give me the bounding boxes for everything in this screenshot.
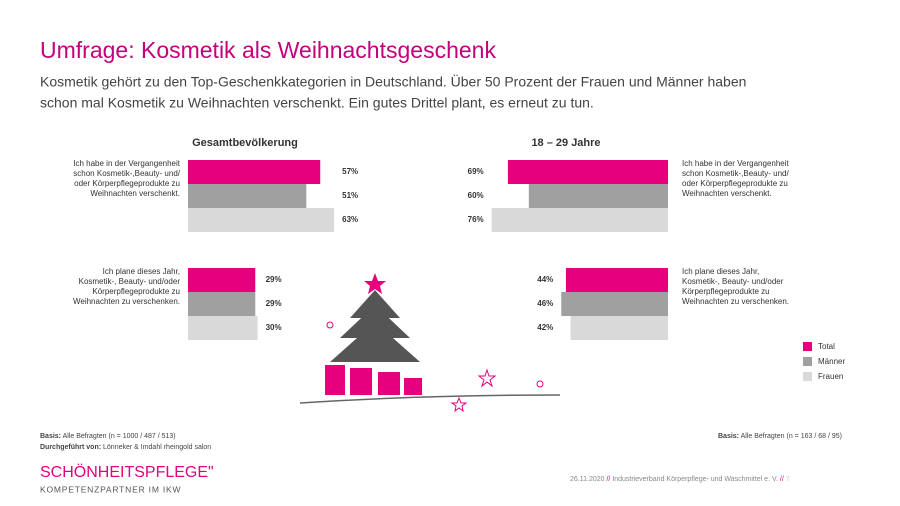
conducted-text: Lönneker & Imdahl rheingold salon [103, 444, 211, 451]
bar [491, 208, 668, 232]
value-label: 44% [537, 275, 553, 284]
basis-right: Basis: Alle Befragten (n = 163 / 68 / 95… [718, 433, 842, 440]
category-label: Ich habe in der Vergangenheit [73, 159, 181, 168]
basis-label: Basis: [40, 433, 61, 440]
chart-title: Gesamtbevölkerung [192, 137, 298, 149]
logo-sub: KOMPETENZPARTNER IM IKW [40, 484, 181, 494]
bar [188, 292, 256, 316]
value-label: 63% [342, 215, 358, 224]
legend-swatch [803, 372, 812, 381]
basis-text: Alle Befragten (n = 163 / 68 / 95) [741, 433, 842, 440]
value-label: 42% [537, 323, 553, 332]
legend-label: Total [818, 342, 835, 351]
bar [561, 292, 668, 316]
value-label: 60% [468, 191, 484, 200]
conducted: Durchgeführt von: Lönneker & Imdahl rhei… [40, 444, 211, 451]
category-label: Weihnachten zu verschenken. [73, 297, 180, 306]
bar [570, 316, 668, 340]
value-label: 29% [266, 275, 282, 284]
category-label: Körperpflegeprodukte zu [92, 287, 180, 296]
bar [188, 208, 335, 232]
page-number: 7 [786, 476, 790, 483]
basis-text: Alle Befragten (n = 1000 / 487 / 513) [63, 433, 176, 440]
footer-line: 26.11.2020 // Industrieverband Körperpfl… [570, 476, 790, 483]
basis-label: Basis: [718, 433, 739, 440]
tree-decoration [299, 273, 561, 413]
value-label: 57% [342, 167, 358, 176]
category-label: Weihnachten zu verschenken. [682, 297, 789, 306]
bar [528, 184, 668, 208]
category-label: Körperpflegeprodukte zu [682, 287, 770, 296]
logo: SCHÖNHEITSPFLEGE" [40, 463, 214, 481]
bar [188, 160, 321, 184]
category-label: schon Kosmetik-,Beauty- und/ [73, 169, 180, 178]
category-label: Weihnachten verschenkt. [682, 189, 772, 198]
date: 26.11.2020 [570, 476, 605, 483]
bar [188, 268, 256, 292]
chart-title: 18 – 29 Jahre [531, 137, 600, 149]
subtitle-line: Kosmetik gehört zu den Top-Geschenkkateg… [40, 73, 746, 90]
bar [188, 316, 258, 340]
org: Industrieverband Körperpflege- und Wasch… [612, 476, 778, 483]
slide-title: Umfrage: Kosmetik als Weihnachtsgeschenk [40, 37, 496, 63]
conducted-label: Durchgeführt von: [40, 444, 101, 451]
separator: // [780, 476, 784, 483]
category-label: Ich plane dieses Jahr, [103, 267, 180, 276]
value-label: 46% [537, 299, 553, 308]
category-label: Ich habe in der Vergangenheit [682, 159, 790, 168]
bar [188, 184, 307, 208]
value-label: 51% [342, 191, 358, 200]
category-label: schon Kosmetik-,Beauty- und/ [682, 169, 789, 178]
value-label: 30% [266, 323, 282, 332]
legend-label: Frauen [818, 372, 843, 381]
bar [507, 160, 668, 184]
bar [565, 268, 668, 292]
legend-label: Männer [818, 357, 845, 366]
category-label: Ich plane dieses Jahr, [682, 267, 759, 276]
separator: // [606, 476, 610, 483]
category-label: oder Körperpflegeprodukte zu [682, 179, 788, 188]
category-label: Kosmetik-, Beauty- und/oder [79, 277, 181, 286]
basis-left: Basis: Alle Befragten (n = 1000 / 487 / … [40, 433, 176, 440]
value-label: 29% [266, 299, 282, 308]
value-label: 76% [468, 215, 484, 224]
value-label: 69% [468, 167, 484, 176]
legend-swatch [803, 357, 812, 366]
category-label: oder Körperpflegeprodukte zu [74, 179, 180, 188]
subtitle-line: schon mal Kosmetik zu Weihnachten versch… [40, 95, 594, 111]
legend-swatch [803, 342, 812, 351]
category-label: Weihnachten verschenkt. [90, 189, 180, 198]
category-label: Kosmetik-, Beauty- und/oder [682, 277, 784, 286]
